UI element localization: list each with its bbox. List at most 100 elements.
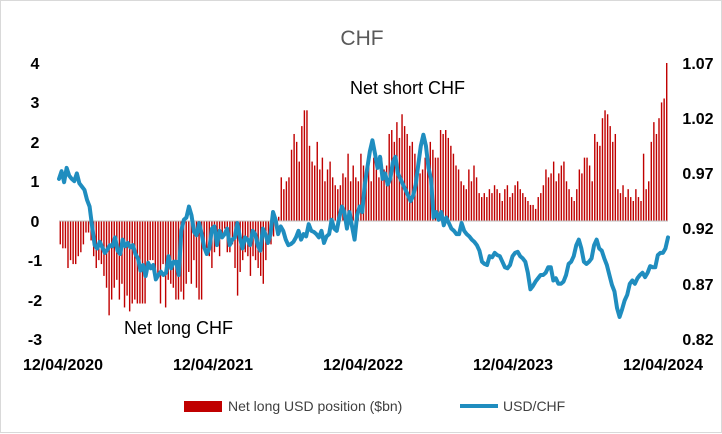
bar [267,220,270,241]
bar [424,157,426,221]
bar [578,169,581,221]
annotation-net-long: Net long CHF [124,318,233,338]
x-tick-label: 12/04/2020 [23,357,103,374]
bar [306,110,308,221]
bar [337,189,339,221]
bar [288,177,290,221]
bar [450,145,452,221]
bar [110,220,113,300]
bar [278,216,280,221]
bar [357,181,360,221]
bar [342,173,344,221]
bar [64,220,67,249]
legend: Net long USD position ($bn) USD/CHF [184,398,565,414]
bar [77,220,79,257]
left-tick-label: 1 [31,174,40,191]
bar [172,220,175,288]
left-tick-label: 3 [31,95,40,112]
bar [581,173,583,221]
bar [416,165,419,221]
bar [588,165,591,221]
bar [496,189,498,221]
bar [635,189,637,221]
annotation-net-short: Net short CHF [350,78,465,98]
bar [542,185,545,221]
bar [319,169,321,221]
x-tick-label: 12/04/2023 [473,357,553,374]
bar [113,220,115,288]
bar [473,165,475,221]
bar [236,220,239,296]
right-tick-label: 0.97 [682,166,713,183]
bar [311,161,313,221]
bar [604,110,606,221]
bar [334,185,336,221]
bar [67,220,69,269]
bar [534,208,537,221]
bar [550,173,552,221]
bar [486,197,488,221]
left-axis: 4 3 2 1 0 -1 -2 -3 [28,56,42,349]
bar [406,133,408,221]
bar [612,141,614,221]
bar [185,220,187,284]
bar [522,193,524,221]
bar [69,220,72,261]
bar [190,220,193,284]
bar [460,181,462,221]
bar [141,220,144,304]
bar [411,141,414,221]
bar [583,157,586,221]
right-tick-label: 0.87 [682,277,713,294]
left-tick-label: 2 [31,135,40,152]
bar [280,177,282,221]
x-tick-label: 12/04/2022 [323,357,403,374]
bar [452,153,455,221]
bar [627,189,629,221]
bar [285,181,288,221]
bar [375,169,378,221]
bar [128,220,131,312]
bar [198,220,200,300]
bar [509,197,511,221]
bar [421,169,424,221]
bar [75,220,77,265]
bar [465,189,467,221]
bar [249,220,252,276]
chart-title: CHF [340,27,383,50]
bar [640,201,642,221]
bar [491,193,493,221]
right-tick-label: 0.82 [682,332,713,349]
bar [439,130,442,221]
bar [599,145,601,221]
bar [455,165,457,221]
bar [221,220,223,237]
bar [378,177,380,221]
bar [586,157,588,221]
bar [393,141,396,221]
bar [624,197,627,221]
bar [80,220,82,253]
bar [301,126,303,221]
bar [648,181,650,221]
legend-bar-label: Net long USD position ($bn) [228,398,402,414]
bar [87,220,90,233]
bar [463,185,465,221]
bar [409,145,411,221]
bar [331,177,334,221]
bar [488,189,491,221]
bar [385,165,388,221]
x-tick-label: 12/04/2021 [173,357,253,374]
bar [511,193,514,221]
bar [614,133,617,221]
bar [419,173,421,221]
bar [506,185,509,221]
bar [468,169,470,221]
bar [159,220,162,304]
bar [383,169,385,221]
bar [596,141,599,221]
bar [131,220,133,304]
bar [475,177,478,221]
bar [344,177,347,221]
